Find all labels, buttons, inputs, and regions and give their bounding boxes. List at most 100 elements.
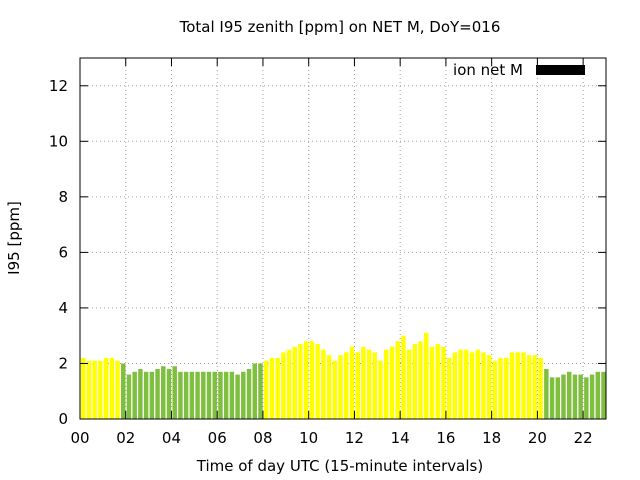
bar xyxy=(498,357,503,419)
y-axis-label: I95 [ppm] xyxy=(5,201,23,275)
x-tick-label: 12 xyxy=(345,429,364,447)
bar xyxy=(229,371,235,419)
bar xyxy=(126,374,132,419)
bar xyxy=(143,371,149,419)
legend: ion net M xyxy=(453,61,585,79)
legend-label: ion net M xyxy=(453,61,523,79)
bar xyxy=(315,344,320,419)
bar xyxy=(321,349,326,419)
bar xyxy=(178,371,183,419)
bar xyxy=(589,374,595,419)
bar xyxy=(566,371,572,419)
bar xyxy=(201,371,206,419)
bar xyxy=(309,341,315,419)
bar xyxy=(349,346,355,419)
bar xyxy=(401,335,406,419)
bar xyxy=(326,355,332,419)
bar xyxy=(395,341,400,419)
x-tick-label: 08 xyxy=(253,429,272,447)
bar xyxy=(464,349,469,419)
bar xyxy=(366,349,372,419)
bar xyxy=(86,360,92,419)
bar xyxy=(361,346,366,419)
x-tick-label: 00 xyxy=(70,429,89,447)
bar xyxy=(138,369,143,419)
bar xyxy=(429,346,435,419)
bar xyxy=(183,371,189,419)
bar xyxy=(435,344,440,419)
bar xyxy=(275,357,280,419)
bar xyxy=(298,344,303,419)
bar xyxy=(509,352,515,419)
bar xyxy=(103,357,109,419)
bar xyxy=(378,360,383,419)
plot-frame xyxy=(79,57,607,420)
bar xyxy=(332,360,338,419)
bar xyxy=(458,349,463,419)
bar xyxy=(446,357,452,419)
bar xyxy=(252,363,257,419)
bar xyxy=(218,371,223,419)
bar xyxy=(121,363,126,419)
ticks xyxy=(79,58,606,420)
bar xyxy=(549,377,555,419)
bar xyxy=(372,352,378,419)
x-tick-label: 06 xyxy=(208,429,227,447)
bars xyxy=(81,332,606,419)
legend-swatch xyxy=(536,65,585,75)
bar xyxy=(441,346,446,419)
bar xyxy=(406,349,412,419)
x-tick-label: 20 xyxy=(528,429,547,447)
y-tick-label: 0 xyxy=(58,410,68,428)
bar xyxy=(389,346,395,419)
y-tick-label: 4 xyxy=(58,299,68,317)
bar xyxy=(195,371,200,419)
bar xyxy=(532,355,538,419)
bar xyxy=(189,371,195,419)
bar xyxy=(206,371,212,419)
bar xyxy=(492,360,498,419)
bar xyxy=(235,374,240,419)
bar xyxy=(223,371,229,419)
x-tick-label: 02 xyxy=(116,429,135,447)
bar xyxy=(584,377,589,419)
bar xyxy=(161,366,166,419)
x-tick-label: 10 xyxy=(299,429,318,447)
x-tick-label: 18 xyxy=(482,429,501,447)
bar xyxy=(355,352,360,419)
bar xyxy=(521,352,526,419)
x-tick-label: 04 xyxy=(162,429,181,447)
bar xyxy=(303,341,309,419)
bar xyxy=(115,360,120,419)
y-tick-label: 8 xyxy=(58,188,68,206)
bar xyxy=(515,352,520,419)
x-tick-label: 22 xyxy=(574,429,593,447)
bar xyxy=(246,369,252,419)
bar xyxy=(561,374,566,419)
bar xyxy=(263,360,269,419)
bar xyxy=(338,355,343,419)
bar xyxy=(98,360,103,419)
bar xyxy=(469,352,475,419)
bar xyxy=(601,371,606,419)
bar xyxy=(544,369,549,419)
bar xyxy=(424,332,429,419)
x-tick-label: 14 xyxy=(391,429,410,447)
bar xyxy=(281,352,286,419)
bar xyxy=(286,349,292,419)
bar xyxy=(595,371,601,419)
bar xyxy=(412,344,418,419)
y-tick-label: 10 xyxy=(49,132,68,150)
bar xyxy=(172,366,177,419)
bar xyxy=(212,371,217,419)
bar xyxy=(292,346,297,419)
bar xyxy=(258,363,263,419)
bar xyxy=(384,349,389,419)
bar xyxy=(109,357,115,419)
bar xyxy=(166,369,172,419)
bar xyxy=(555,377,560,419)
bar xyxy=(81,357,86,419)
y-tick-label: 6 xyxy=(58,243,68,261)
bar xyxy=(241,371,246,419)
